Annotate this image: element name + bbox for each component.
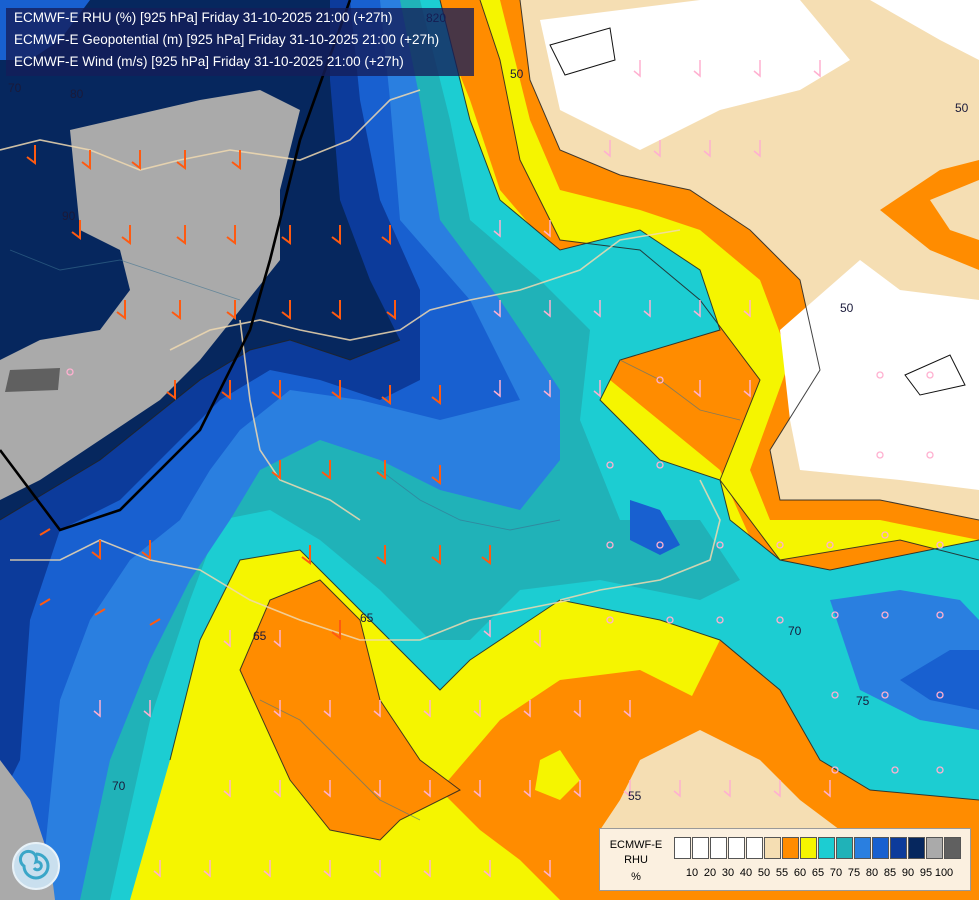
humidity-region-55-south (600, 730, 840, 830)
outline-area-2 (904, 354, 966, 396)
rhu-legend: ECMWF-E RHU % 10 20 30 40 50 55 60 65 70 75 80 85 90… (599, 828, 971, 891)
legend-tick-label: 90 (901, 867, 915, 879)
humidity-region-saturated (0, 90, 300, 500)
title-line-geopotential: ECMWF-E Geopotential (m) [925 hPa] Frida… (14, 32, 440, 47)
contour-label: 50 (510, 67, 524, 81)
legend-tick-label: 55 (775, 867, 789, 879)
contour-label: 50 (840, 301, 854, 315)
legend-swatch (818, 837, 835, 859)
contour-label: 65 (360, 611, 374, 625)
legend-swatch (926, 837, 943, 859)
humidity-region-55-east (930, 180, 979, 240)
legend-swatch (908, 837, 925, 859)
wind-barbs-light (93, 60, 831, 878)
humidity-region-85-pocket (630, 500, 680, 555)
humidity-region-85-east (900, 650, 979, 710)
humidity-region-65-pocket (535, 750, 580, 800)
contour-label: 50 (955, 101, 969, 115)
legend-tick-label: 10 (685, 867, 699, 879)
legend-tick-label: 30 (721, 867, 735, 879)
legend-tick-label: 85 (883, 867, 897, 879)
legend-swatch (944, 837, 961, 859)
legend-unit: % (631, 871, 641, 883)
title-line-rhu: ECMWF-E RHU (%) [925 hPa] Friday 31-10-2… (14, 10, 393, 25)
contour-label: 90 (62, 209, 76, 223)
contour-label: 75 (856, 694, 870, 708)
humidity-region-dry-north (540, 0, 850, 150)
legend-swatch (764, 837, 781, 859)
humidity-region-60-pocket (655, 370, 690, 410)
wind-barbs-strong (26, 145, 491, 640)
contour-label: 55 (628, 789, 642, 803)
outline-area-1 (549, 27, 616, 76)
legend-swatch (890, 837, 907, 859)
legend-swatch (872, 837, 889, 859)
humidity-region-100 (5, 368, 60, 392)
legend-swatch (692, 837, 709, 859)
logo-swirl-icon (12, 842, 60, 890)
legend-tick-label: 70 (829, 867, 843, 879)
legend-tick-label: 60 (793, 867, 807, 879)
legend-tick-label: 40 (739, 867, 753, 879)
legend-tick-label: 75 (847, 867, 861, 879)
contour-label: 70 (112, 779, 126, 793)
legend-tick-label: 80 (865, 867, 879, 879)
geopotential-contour-820 (0, 0, 352, 532)
map-title-box: ECMWF-E RHU (%) [925 hPa] Friday 31-10-2… (6, 8, 474, 76)
legend-swatch (710, 837, 727, 859)
legend-tick-label: 50 (757, 867, 771, 879)
contour-label: 80 (70, 87, 84, 101)
legend-swatch (782, 837, 799, 859)
humidity-region-60-south (240, 580, 460, 840)
legend-swatch (836, 837, 853, 859)
legend-swatch (854, 837, 871, 859)
legend-tick-label: 20 (703, 867, 717, 879)
humidity-region-dry-east (780, 260, 979, 490)
title-line-wind: ECMWF-E Wind (m/s) [925 hPa] Friday 31-1… (14, 54, 404, 69)
humidity-region-60-east (880, 160, 979, 270)
humidity-region-dry-corner (870, 0, 979, 60)
legend-swatch (728, 837, 745, 859)
border-lines (0, 89, 721, 641)
legend-variable: RHU (624, 854, 648, 866)
legend-title: ECMWF-E (609, 839, 663, 851)
legend-tick-label: 95 (919, 867, 933, 879)
legend-swatch (800, 837, 817, 859)
contour-label: 65 (253, 629, 267, 643)
legend-tick-label: 65 (811, 867, 825, 879)
legend-swatch (746, 837, 763, 859)
legend-swatch (674, 837, 691, 859)
river-lines (9, 249, 741, 821)
legend-tick-label: 100 (934, 867, 954, 879)
contour-label: 70 (8, 81, 22, 95)
calm-markers (66, 368, 944, 774)
contour-label: 70 (788, 624, 802, 638)
